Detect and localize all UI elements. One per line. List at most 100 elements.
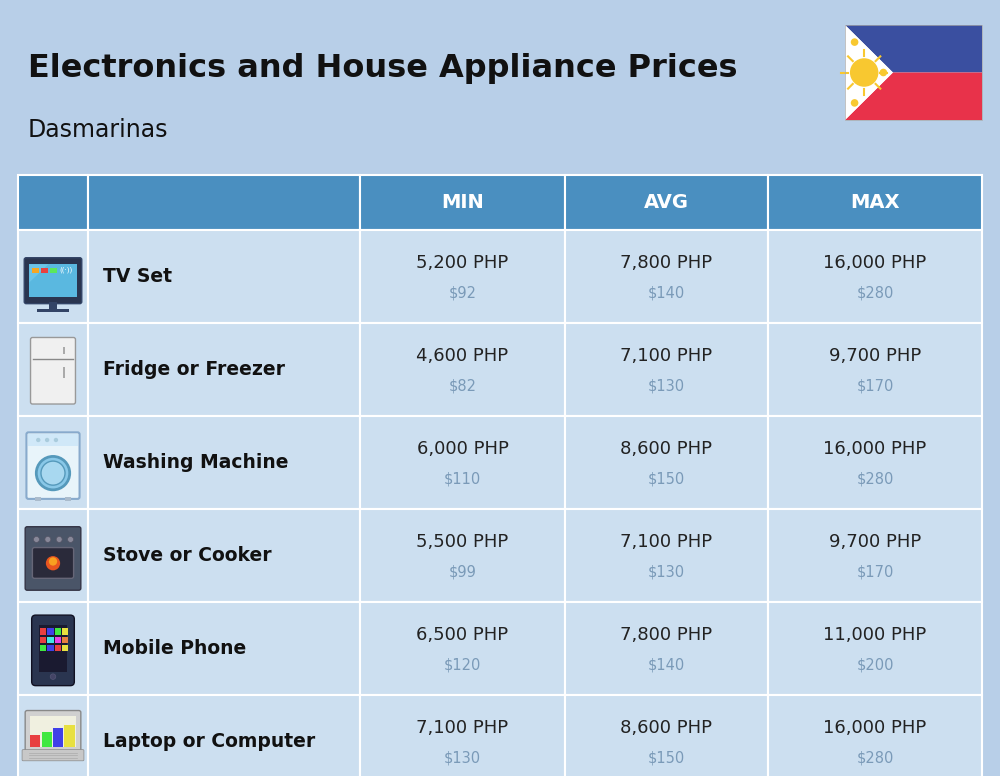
Bar [18,695,88,776]
Bar [63,367,65,378]
Text: Stove or Cooker: Stove or Cooker [103,546,272,565]
Text: Washing Machine: Washing Machine [103,453,288,472]
Polygon shape [845,25,982,72]
Bar [845,25,982,120]
Circle shape [45,438,49,442]
Bar [845,25,982,120]
Text: 6,000 PHP: 6,000 PHP [417,441,508,459]
Text: $82: $82 [448,379,477,393]
Text: 7,100 PHP: 7,100 PHP [620,533,713,552]
Text: $140: $140 [648,658,685,673]
Text: 16,000 PHP: 16,000 PHP [823,441,927,459]
Circle shape [54,438,58,442]
Circle shape [36,438,40,442]
Text: $150: $150 [648,750,685,766]
Polygon shape [29,265,48,282]
Text: Electronics and House Appliance Prices: Electronics and House Appliance Prices [28,53,738,84]
Bar [18,175,88,230]
Bar [88,695,360,776]
Text: $150: $150 [648,472,685,487]
Circle shape [36,456,70,490]
Bar [360,602,565,695]
Circle shape [49,557,57,566]
Bar [30,735,40,747]
Bar [360,509,565,602]
Bar [28,435,78,445]
Bar [768,230,982,323]
Text: AVG: AVG [644,193,689,212]
Bar [39,625,67,672]
Bar [18,602,88,695]
Circle shape [851,38,858,46]
Text: Dasmarinas: Dasmarinas [28,118,168,142]
Text: 7,100 PHP: 7,100 PHP [620,348,713,365]
Bar [88,602,360,695]
Bar [768,323,982,416]
Text: 7,100 PHP: 7,100 PHP [416,719,509,737]
Bar [565,602,768,695]
Bar [18,509,88,602]
Bar [768,602,982,695]
Text: 6,500 PHP: 6,500 PHP [416,626,509,645]
Text: 16,000 PHP: 16,000 PHP [823,255,927,272]
Bar [360,230,565,323]
Bar [62,629,68,635]
Text: $170: $170 [856,379,894,393]
Bar [768,695,982,776]
Text: $130: $130 [648,379,685,393]
Bar [41,268,48,273]
Text: $99: $99 [449,565,476,580]
Text: $130: $130 [648,565,685,580]
Bar [18,416,88,509]
Text: Fridge or Freezer: Fridge or Freezer [103,360,285,379]
Text: $110: $110 [444,472,481,487]
Bar [64,726,75,747]
Text: $140: $140 [648,286,685,301]
Text: $200: $200 [856,658,894,673]
Bar [565,695,768,776]
Bar [88,230,360,323]
Bar [47,636,54,643]
FancyBboxPatch shape [32,615,74,686]
Bar [565,230,768,323]
Bar [768,509,982,602]
Text: 5,500 PHP: 5,500 PHP [416,533,509,552]
Polygon shape [845,25,893,120]
Circle shape [56,536,62,542]
Text: MAX: MAX [850,193,900,212]
Bar [768,416,982,509]
Bar [65,497,71,501]
Text: $280: $280 [856,286,894,301]
Text: 4,600 PHP: 4,600 PHP [416,348,509,365]
Circle shape [880,69,887,76]
Bar [360,323,565,416]
Circle shape [45,536,51,542]
Circle shape [46,556,60,570]
Bar [88,509,360,602]
Bar [88,323,360,416]
Bar [18,323,88,416]
Text: 11,000 PHP: 11,000 PHP [823,626,927,645]
Bar [32,268,39,273]
Bar [18,230,88,323]
Text: 9,700 PHP: 9,700 PHP [829,348,921,365]
Bar [565,323,768,416]
Circle shape [33,536,39,542]
Circle shape [68,536,74,542]
Bar [40,636,46,643]
Text: $170: $170 [856,565,894,580]
Bar [55,629,61,635]
Text: $120: $120 [444,658,481,673]
Bar [50,268,57,273]
Text: 7,800 PHP: 7,800 PHP [620,626,713,645]
Text: 5,200 PHP: 5,200 PHP [416,255,509,272]
Bar [360,416,565,509]
FancyBboxPatch shape [31,338,75,404]
Bar [40,645,46,651]
Bar [55,636,61,643]
Bar [42,732,52,747]
FancyBboxPatch shape [25,711,81,753]
Bar [47,629,54,635]
Text: $130: $130 [444,750,481,766]
Bar [63,347,65,355]
